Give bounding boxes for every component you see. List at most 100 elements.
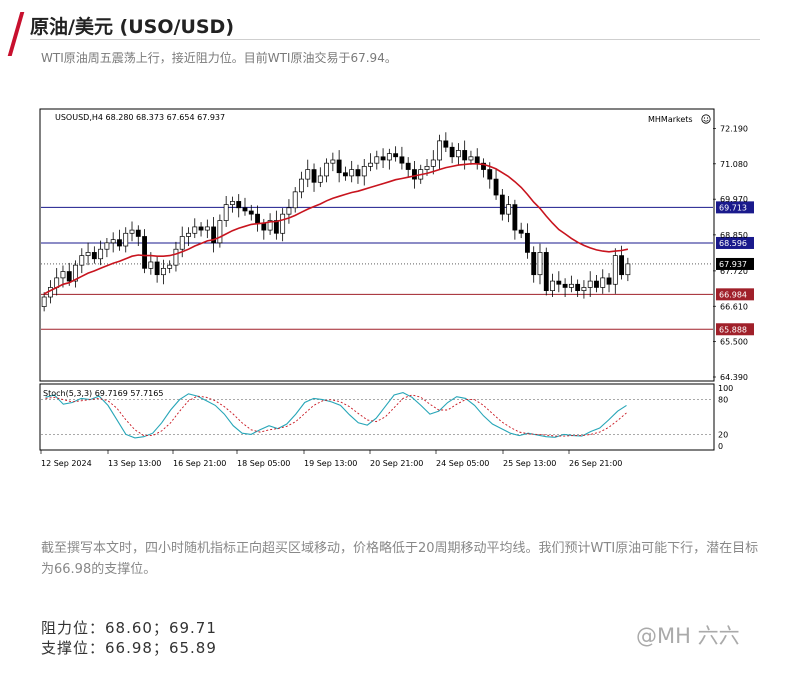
candle (594, 275, 599, 293)
candle (537, 243, 543, 285)
price-level-value: 68.596 (719, 239, 747, 248)
candle (342, 166, 348, 181)
candle (123, 227, 129, 253)
price-level-label: 67.937 (716, 257, 754, 270)
candle (98, 240, 104, 266)
candle (248, 204, 254, 221)
candle (129, 221, 135, 242)
stoch-plot-frame (39, 383, 715, 451)
y-tick-label: 66.610 (720, 302, 748, 311)
candle (110, 232, 116, 253)
candle (223, 195, 229, 227)
y-tick-label: 68.850 (720, 231, 748, 240)
candle (142, 229, 147, 274)
candle (204, 219, 210, 239)
stoch-tick-label: 0 (718, 442, 723, 451)
title-accent-bar (7, 12, 25, 56)
candle (104, 238, 110, 258)
x-tick-label: 16 Sep 21:00 (173, 459, 226, 468)
candle (236, 194, 242, 218)
stoch-k-line (45, 392, 627, 439)
candle (198, 222, 204, 237)
stoch-tick-label: 20 (718, 430, 728, 439)
ma20-line (43, 163, 629, 295)
page-title: 原油/美元 (USO/USD) (30, 16, 235, 38)
candle (612, 248, 618, 294)
x-tick-label: 24 Sep 05:00 (436, 459, 489, 468)
stoch-header: Stoch(5,3,3) 69.7169 57.7165 (43, 389, 163, 398)
price-level-label: 68.596 (716, 236, 754, 249)
title-divider (30, 39, 760, 40)
candle (73, 260, 78, 288)
x-tick-label: 13 Sep 13:00 (108, 459, 161, 468)
x-tick-label: 25 Sep 13:00 (503, 459, 556, 468)
candle (85, 242, 91, 266)
candle (311, 163, 317, 192)
candle (543, 247, 549, 296)
candle (336, 150, 342, 183)
candle (41, 292, 47, 312)
candle (399, 146, 405, 170)
candle (468, 150, 474, 165)
candle (506, 195, 512, 223)
watermark: @MH 六六 (636, 624, 740, 648)
x-tick-label: 12 Sep 2024 (41, 459, 92, 468)
candle (154, 255, 160, 283)
candle (430, 150, 436, 175)
candle (167, 260, 173, 274)
candle (305, 159, 311, 188)
candle (349, 160, 355, 183)
candle (324, 158, 330, 183)
candle (512, 199, 518, 240)
levels-block: 阻力位：68.60；69.71 支撑位：66.98；65.89 (41, 618, 217, 658)
candle (330, 152, 336, 172)
support-levels: 支撑位：66.98；65.89 (41, 639, 217, 657)
candle (518, 222, 524, 239)
candle (273, 210, 279, 240)
candle (600, 269, 606, 294)
candle (217, 214, 223, 248)
candle (135, 225, 141, 247)
candle (393, 146, 399, 162)
y-tick-label: 69.970 (720, 195, 748, 204)
smiley-icon (701, 114, 711, 124)
candle (556, 271, 562, 293)
candle (286, 199, 292, 224)
candle (91, 246, 97, 264)
candle (449, 142, 455, 164)
candle (606, 273, 612, 293)
page-subtitle: WTI原油周五震荡上行，接近阻力位。目前WTI原油交易于67.94。 (41, 51, 397, 65)
candle (550, 273, 555, 298)
price-level-label: 66.984 (716, 288, 754, 301)
candle (581, 280, 587, 299)
candle (619, 245, 625, 280)
candle (499, 188, 505, 221)
candle (299, 171, 304, 199)
candle (531, 246, 537, 283)
x-tick-label: 19 Sep 13:00 (304, 459, 357, 468)
resistance-levels: 阻力位：68.60；69.71 (41, 619, 217, 637)
candle (575, 279, 581, 298)
price-level-value: 69.713 (719, 203, 747, 212)
main-plot-frame (39, 108, 715, 382)
candle (568, 275, 574, 293)
price-level-value: 65.888 (719, 325, 747, 334)
price-level-label: 65.888 (716, 323, 754, 336)
candle (412, 160, 417, 189)
x-tick-label: 20 Sep 21:00 (370, 459, 423, 468)
candle (292, 187, 298, 213)
broker-name: MHMarkets (648, 115, 693, 124)
candle (386, 148, 392, 170)
candle (355, 164, 361, 184)
candle (267, 213, 273, 235)
candle (160, 259, 166, 285)
candle (368, 153, 373, 172)
x-tick-label: 18 Sep 05:00 (237, 459, 290, 468)
symbol-header: USOUSD,H4 68.280 68.373 67.654 67.937 (55, 113, 225, 122)
candle (437, 134, 442, 170)
candle (562, 278, 568, 298)
y-tick-label: 72.190 (720, 124, 748, 133)
candle (173, 241, 179, 272)
y-tick-label: 71.080 (720, 160, 748, 169)
